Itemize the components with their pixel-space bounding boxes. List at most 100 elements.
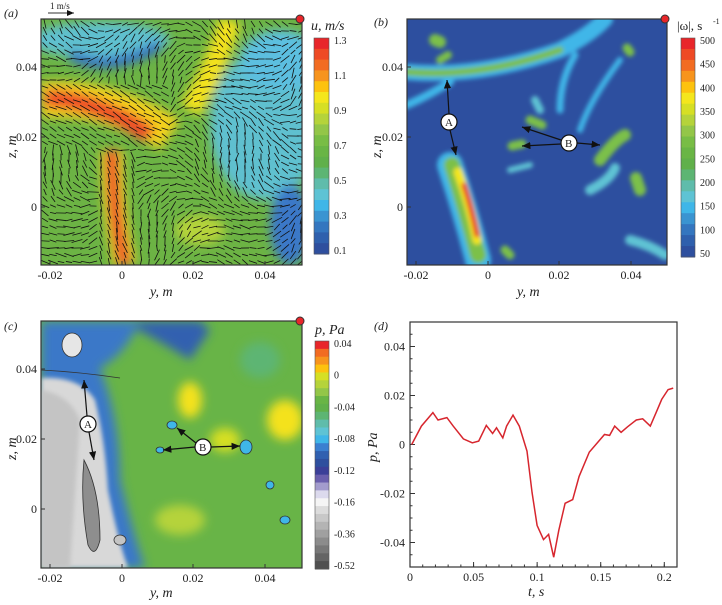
velocity-contour-map [30,19,320,267]
colorbar-swatch [314,38,329,49]
colorbar-swatch [315,427,329,435]
colorbar-swatch [315,412,329,420]
colorbar-swatch [681,38,695,49]
annotation-label-A-c: A [84,419,92,431]
colorbar-swatch [314,92,329,103]
colorbar-a: 1.31.10.90.70.50.30.1 [314,36,347,257]
plot-frame-d [410,322,677,567]
colorbar-swatch [315,490,329,498]
velocity-vector [209,94,217,95]
y-axis-label-c: z, m [5,437,20,461]
colorbar-tick-label: 400 [700,83,715,94]
colorbar-swatch [315,357,329,365]
velocity-vector [185,108,194,109]
y-axis-label-d: p, Pa [366,432,381,463]
colorbar-tick-label: 0.9 [334,106,347,117]
colorbar-swatch [314,232,329,243]
colorbar-swatch [315,380,329,388]
x-tick-label: 0.15 [590,570,611,584]
colorbar-swatch [315,443,329,451]
colorbar-swatch [681,202,695,213]
y-tick-label: 0 [399,438,405,452]
colorbar-swatch [315,365,329,373]
colorbar-swatch [315,372,329,380]
colorbar-tick-label: 150 [700,202,715,213]
velocity-vector [161,24,169,25]
x-tick-label: 0.1 [530,570,545,584]
colorbar-swatch [681,180,695,191]
colorbar-swatch [315,349,329,357]
colorbar-swatch [315,467,329,475]
colorbar-tick-label: -0.12 [334,466,355,477]
y-tick-label: 0.02 [382,130,403,144]
x-axis-label-b: y, m [515,285,540,300]
x-tick-label: 0.2 [657,570,672,584]
colorbar-tick-label: -0.16 [334,498,355,509]
colorbar-swatch [314,114,329,125]
annotation-label-A: A [445,117,453,129]
y-axis-label-a: z, m [5,135,20,159]
colorbar-swatch [314,135,329,146]
pressure-series-line [412,388,674,557]
colorbar-tick-label: 0.7 [334,141,347,152]
colorbar-swatch [315,498,329,506]
colorbar-c: 0.040-0.04-0.08-0.12-0.16-0.36-0.52 [315,339,355,572]
colorbar-tick-label: 0.1 [334,246,347,257]
colorbar-tick-label: -0.04 [334,402,355,413]
colorbar-tick-label: 450 [700,60,715,71]
colorbar-swatch [314,157,329,168]
colorbar-swatch [315,561,329,569]
x-tick-label: -0.02 [38,268,63,282]
scale-arrow: 1 m/s [48,1,74,13]
colorbar-swatch [315,545,329,553]
colorbar-tick-label: 0.5 [334,176,347,187]
velocity-vector [98,31,104,32]
colorbar-swatch [681,104,695,115]
x-axis-label-d: t, s [528,585,545,600]
colorbar-swatch [314,60,329,71]
pressure-contour-map [41,321,303,568]
y-tick-label: -0.02 [380,487,405,501]
colorbar-tick-label: 100 [700,225,715,236]
colorbar-swatch [315,396,329,404]
y-tick-label: 0.04 [16,60,37,74]
colorbar-swatch [314,70,329,81]
x-tick-label: 0.04 [621,268,642,282]
colorbar-tick-label: 0 [334,371,339,382]
colorbar-swatch [315,420,329,428]
y-tick-label: 0.02 [384,389,405,403]
x-tick-label: -0.02 [404,268,429,282]
y-tick-label: 0 [31,200,37,214]
colorbar-swatch [681,213,695,224]
x-tick-label: 0.04 [255,571,276,585]
velocity-vector [272,213,282,214]
y-axis-label-b: z, m [370,135,385,159]
colorbar-tick-label: 350 [700,107,715,118]
colorbar-tick-label: -0.52 [334,561,355,572]
panel-c: (c) [4,317,355,600]
colorbar-swatch [681,235,695,246]
colorbar-swatch [681,71,695,82]
colorbar-swatch [681,158,695,169]
colorbar-swatch [315,522,329,530]
colorbar-tick-label: 250 [700,154,715,165]
colorbar-swatch [314,103,329,114]
y-tick-label: 0.04 [16,362,37,376]
colorbar-title-a: u, m/s [311,19,345,34]
x-tick-label: 0 [485,268,491,282]
scale-arrow-label: 1 m/s [50,1,70,11]
x-tick-label: 0.02 [183,268,204,282]
probe-marker-a [296,15,304,23]
colorbar-swatch [315,530,329,538]
colorbar-tick-label: 50 [700,249,710,260]
colorbar-tick-label: 1.1 [334,71,347,82]
colorbar-tick-label: 0.04 [334,339,352,350]
colorbar-swatch [314,49,329,60]
colorbar-swatch [314,178,329,189]
colorbar-tick-label: 200 [700,178,715,189]
x-tick-label: -0.02 [38,571,63,585]
colorbar-swatch [315,538,329,546]
